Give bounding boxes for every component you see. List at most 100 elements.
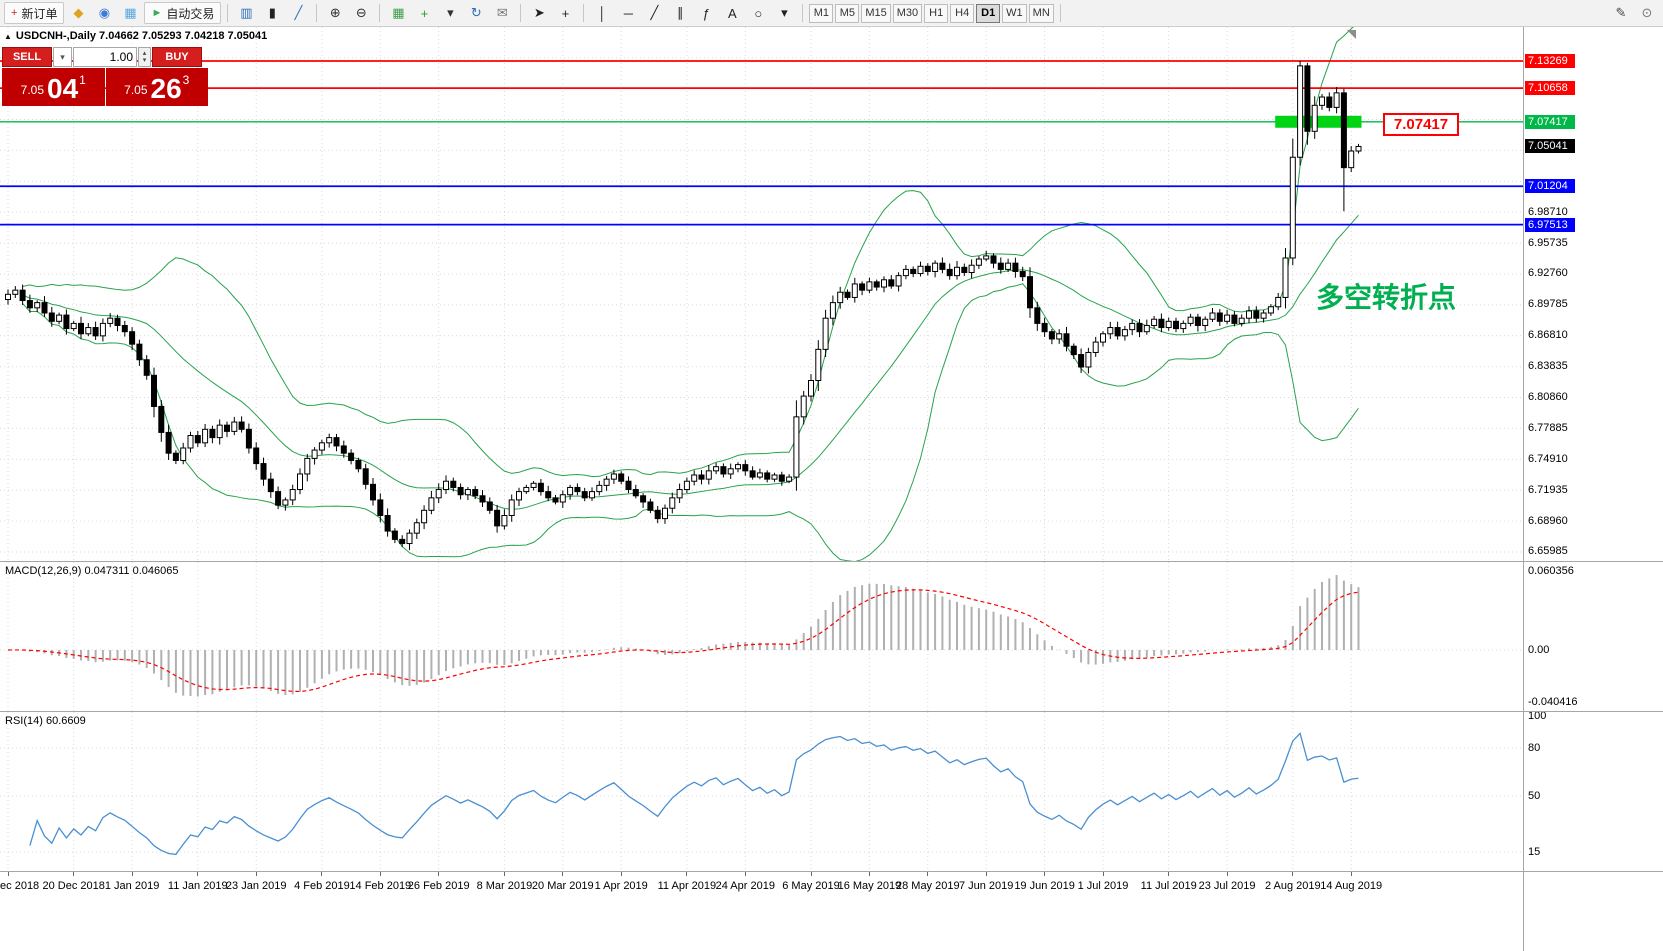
autotrading-button[interactable]: ► 自动交易 <box>144 2 222 24</box>
volume-input[interactable] <box>73 47 137 67</box>
help-icon[interactable]: ⊙ <box>1641 5 1653 20</box>
price-axis-label: 6.92760 <box>1528 267 1568 280</box>
profile-icon[interactable]: ◉ <box>98 5 111 20</box>
strategy-icon[interactable]: ▦ <box>124 5 137 20</box>
buy-button[interactable]: BUY <box>152 47 202 67</box>
price-axis-label: 6.71935 <box>1528 483 1568 496</box>
date-label: 26 Feb 2019 <box>407 880 470 892</box>
price-tag-resistance: 7.10658 <box>1525 81 1575 96</box>
tile-windows-icon[interactable]: ▦ <box>392 5 405 20</box>
timeframe-m30[interactable]: M30 <box>892 3 923 23</box>
timeframe-m15[interactable]: M15 <box>861 3 891 23</box>
pivot-highlight-bar[interactable] <box>1275 115 1362 128</box>
candlestick-chart-icon[interactable]: ▮ <box>268 5 276 20</box>
date-label: 24 Apr 2019 <box>715 880 775 892</box>
refresh-icon[interactable]: ↻ <box>470 5 482 20</box>
bar-chart-icon[interactable]: ▥ <box>240 5 253 20</box>
shapes-icon[interactable]: ○ <box>754 5 763 21</box>
date-label: 4 Feb 2019 <box>294 880 350 892</box>
new-order-button[interactable]: + 新订单 <box>4 2 65 24</box>
objects-dropdown-icon[interactable]: ▾ <box>781 5 788 20</box>
rsi-axis-label: 100 <box>1528 709 1547 722</box>
timeframe-m5[interactable]: M5 <box>835 3 860 23</box>
crosshair-icon[interactable]: + <box>561 5 570 21</box>
timeframe-d1[interactable]: D1 <box>976 3 1001 23</box>
draw-tools-icon[interactable]: ✎ <box>1615 5 1627 20</box>
buy-quote[interactable]: 7.05 26 3 <box>105 68 208 106</box>
panel-separator[interactable] <box>0 711 1663 712</box>
time-tick <box>197 872 199 876</box>
price-axis-label: 6.65985 <box>1528 545 1568 558</box>
macd-signal-line <box>7 589 1359 693</box>
volume-stepper[interactable]: ▴ ▾ <box>138 47 151 67</box>
price-axis-label: 6.68960 <box>1528 514 1568 527</box>
timeframe-m1[interactable]: M1 <box>809 3 834 23</box>
ask-price-main: 7.05 <box>124 83 148 97</box>
line-chart-icon[interactable]: ╱ <box>294 5 303 20</box>
date-label: 11 Jul 2019 <box>1140 880 1197 892</box>
date-label: 2 Aug 2019 <box>1264 880 1321 892</box>
time-tick <box>744 872 746 876</box>
bollinger-middle-band <box>22 214 1359 510</box>
indicators-dropdown-icon[interactable]: ▾ <box>447 5 454 20</box>
stepper-up-icon[interactable]: ▴ <box>142 50 147 57</box>
new-order-button-icon: + <box>11 7 18 19</box>
sell-quote[interactable]: 7.05 04 1 <box>2 68 105 106</box>
price-axis[interactable]: 6.98710 6.95735 6.92760 6.89785 6.86810 6.838… <box>1523 27 1663 951</box>
time-tick <box>810 872 812 876</box>
zoom-out-icon[interactable]: ⊖ <box>355 5 367 20</box>
price-tag-pivot: 7.07417 <box>1525 114 1575 129</box>
date-label: 1 Jul 2019 <box>1077 880 1129 892</box>
trendline-icon[interactable]: ╱ <box>650 5 659 20</box>
cursor-icon[interactable]: ➤ <box>533 5 545 20</box>
price-axis-label: 6.83835 <box>1528 360 1568 373</box>
channel-icon[interactable]: ∥ <box>677 5 684 20</box>
price-tag-support: 7.01204 <box>1525 179 1575 194</box>
sell-button[interactable]: SELL <box>2 47 52 67</box>
time-tick <box>379 872 381 876</box>
bid-price-big: 04 <box>47 73 79 104</box>
indicators-icon[interactable]: + <box>420 5 429 21</box>
rsi-line <box>29 732 1359 856</box>
time-tick <box>1044 872 1046 876</box>
rsi-header: RSI(14) 60.6609 <box>5 715 86 727</box>
bid-price-main: 7.05 <box>20 83 44 97</box>
stepper-down-icon[interactable]: ▾ <box>142 57 147 64</box>
fibonacci-icon[interactable]: ƒ <box>702 5 710 21</box>
time-tick <box>503 872 505 876</box>
pivot-price-label[interactable]: 7.07417 <box>1383 113 1459 136</box>
ask-price-big: 26 <box>150 73 182 104</box>
mail-icon[interactable]: ✉ <box>496 5 508 20</box>
price-tag-support: 6.97513 <box>1525 217 1575 232</box>
price-chart[interactable] <box>0 27 1523 561</box>
rsi-axis-label: 15 <box>1528 845 1541 858</box>
zoom-in-icon[interactable]: ⊕ <box>329 5 341 20</box>
time-tick <box>985 872 987 876</box>
timeframe-w1[interactable]: W1 <box>1002 3 1027 23</box>
toolbar-separator <box>379 4 381 22</box>
charts-icon[interactable]: ◆ <box>73 5 84 20</box>
date-label: 20 Dec 2018 <box>42 880 105 892</box>
timeframe-h1[interactable]: H1 <box>924 3 949 23</box>
price-axis-label: 6.77885 <box>1528 421 1568 434</box>
price-axis-label: 6.86810 <box>1528 329 1568 342</box>
horizontal-line-icon[interactable]: ─ <box>623 5 633 21</box>
macd-panel[interactable]: MACD(12,26,9) 0.047311 0.046065 <box>0 562 1523 711</box>
macd-chart <box>0 562 1523 711</box>
date-label: 6 May 2019 <box>782 880 840 892</box>
text-label-icon[interactable]: A <box>728 5 737 21</box>
main-chart-panel[interactable]: ▲ USDCNH-,Daily 7.04662 7.05293 7.04218 … <box>0 27 1523 561</box>
annotation-text[interactable]: 多空转折点 <box>1316 282 1457 313</box>
chart-shift-marker[interactable] <box>1347 30 1356 39</box>
rsi-panel[interactable]: RSI(14) 60.6609 <box>0 712 1523 871</box>
timeframe-h4[interactable]: H4 <box>950 3 975 23</box>
timeframe-mn[interactable]: MN <box>1028 3 1054 23</box>
rsi-axis-label: 50 <box>1528 789 1541 802</box>
panel-separator[interactable] <box>0 561 1663 562</box>
volume-preset-dropdown[interactable]: ▾ <box>53 47 72 67</box>
vertical-line-icon[interactable]: │ <box>598 5 607 21</box>
panel-separator[interactable] <box>0 871 1663 872</box>
toolbar-separator <box>316 4 318 22</box>
trade-panel-toggle-icon[interactable]: ▲ <box>4 31 12 41</box>
